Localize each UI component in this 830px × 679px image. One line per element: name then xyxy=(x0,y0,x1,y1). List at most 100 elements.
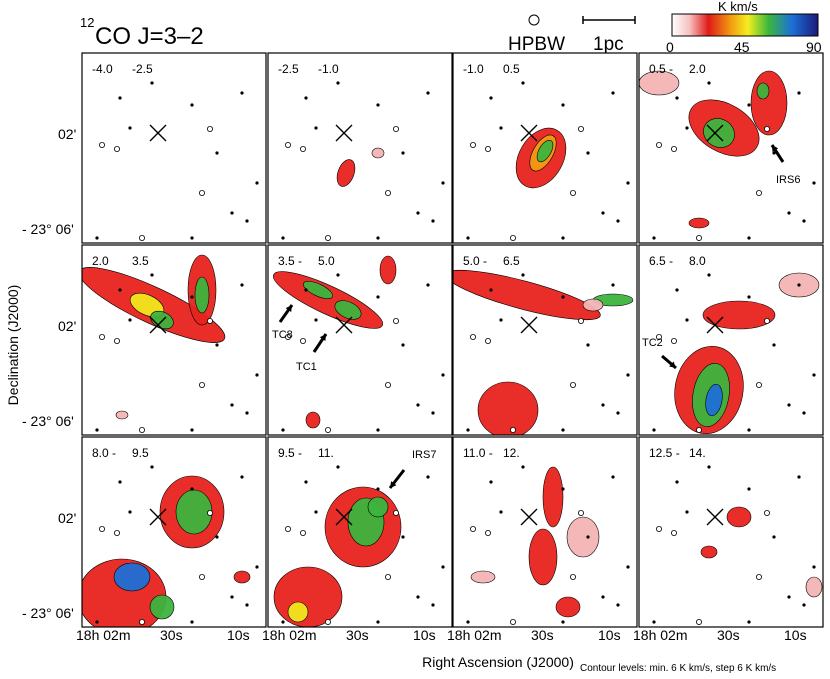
star-marker xyxy=(245,219,249,223)
star-marker xyxy=(426,91,430,95)
star-marker xyxy=(561,236,565,240)
emission-blob xyxy=(305,411,321,429)
star-marker xyxy=(489,480,493,484)
star-marker xyxy=(215,343,219,347)
star-marker xyxy=(747,236,751,240)
cross-marker xyxy=(706,124,724,142)
panel-velocity-end: -2.5 xyxy=(132,62,153,76)
channel-panel-6: 5.0 - 6.5 xyxy=(452,244,638,436)
source-circle xyxy=(207,510,214,517)
star-marker xyxy=(499,318,503,322)
star-marker xyxy=(772,151,776,155)
cross-marker xyxy=(520,316,538,334)
emission-blob xyxy=(566,516,600,558)
source-circle xyxy=(671,146,678,153)
star-marker xyxy=(230,595,234,599)
tc2-label: TC2 xyxy=(642,337,663,349)
emission-blob xyxy=(805,576,823,598)
cross-marker xyxy=(335,124,353,142)
emission-blob xyxy=(639,70,680,96)
cross-marker xyxy=(706,316,724,334)
star-marker xyxy=(255,181,259,185)
star-marker xyxy=(441,565,445,569)
emission-blob xyxy=(194,276,210,314)
panel-frame xyxy=(452,52,638,244)
star-marker xyxy=(431,603,435,607)
source-circle xyxy=(696,618,703,625)
cross-marker xyxy=(149,508,167,526)
panel-velocity-end: 9.5 xyxy=(132,446,149,460)
star-marker xyxy=(489,288,493,292)
beam-label: HPBW xyxy=(508,34,565,55)
star-marker xyxy=(190,428,194,432)
source-circle xyxy=(98,334,105,341)
emission-blob xyxy=(536,139,554,163)
panel-velocity-end: 5.0 xyxy=(318,254,335,268)
source-circle xyxy=(671,530,678,537)
star-marker xyxy=(466,428,470,432)
panel-velocity-start: 11.0 - xyxy=(463,446,493,460)
star-marker xyxy=(611,283,615,287)
emission-blob xyxy=(555,596,581,618)
title-main: CO J=3–2 xyxy=(95,23,204,50)
irs6-label: IRS6 xyxy=(776,174,800,186)
star-marker xyxy=(747,620,751,624)
star-marker xyxy=(304,480,308,484)
star-marker xyxy=(601,211,605,215)
emission-blob xyxy=(302,281,334,299)
star-marker xyxy=(707,465,711,469)
source-circle xyxy=(469,334,476,341)
source-circle xyxy=(578,510,585,517)
source-circle xyxy=(510,618,517,625)
star-marker xyxy=(787,403,791,407)
star-marker xyxy=(797,283,801,287)
y-axis-label: Declination (J2000) xyxy=(5,285,21,406)
panel-velocity-end: 3.5 xyxy=(132,254,149,268)
star-marker xyxy=(336,273,340,277)
xtick-col1-30s: 30s xyxy=(346,627,369,643)
star-marker xyxy=(772,343,776,347)
emission-blob xyxy=(700,545,718,559)
star-marker xyxy=(190,487,194,491)
panel-velocity-start: 3.5 - xyxy=(278,254,302,268)
panel-velocity-start: -1.0 xyxy=(463,62,484,76)
panel-grid: -4.0 -2.5 -2.5 -1.0 -1.0 0.5 0.5 - 2.0 2.0 3.5 3.5… xyxy=(81,52,824,628)
emission-blob xyxy=(470,570,496,584)
emission-blob xyxy=(542,466,564,528)
emission-blob xyxy=(233,570,251,584)
xtick-col1-10s: 10s xyxy=(413,627,436,643)
star-marker xyxy=(376,295,380,299)
star-marker xyxy=(586,343,590,347)
channel-panel-0: -4.0 -2.5 xyxy=(81,52,267,244)
star-marker xyxy=(466,236,470,240)
source-circle xyxy=(98,526,105,533)
xtick-col3-10s: 10s xyxy=(784,627,807,643)
figure-title: 12 CO J=3–2 xyxy=(80,15,204,50)
star-marker xyxy=(601,595,605,599)
tc1-label: TC1 xyxy=(296,361,317,373)
cross-marker xyxy=(706,508,724,526)
channel-panel-4: 2.0 3.5 xyxy=(81,244,267,436)
ytick-row3-02: 02' xyxy=(58,510,76,526)
star-marker xyxy=(240,283,244,287)
xtick-col2-10s: 10s xyxy=(598,627,621,643)
star-marker xyxy=(281,428,285,432)
star-marker xyxy=(215,535,219,539)
star-marker xyxy=(499,126,503,130)
star-marker xyxy=(616,411,620,415)
star-marker xyxy=(685,510,689,514)
ytick-row3-06: - 23° 06' xyxy=(22,605,74,621)
star-marker xyxy=(685,318,689,322)
star-marker xyxy=(652,428,656,432)
source-circle xyxy=(393,318,400,325)
source-circle xyxy=(199,189,206,196)
star-marker xyxy=(747,103,751,107)
star-marker xyxy=(336,465,340,469)
source-circle xyxy=(393,126,400,133)
beam-circle xyxy=(528,14,540,26)
star-marker xyxy=(431,411,435,415)
emission-blob xyxy=(150,310,174,330)
source-circle xyxy=(655,526,662,533)
star-marker xyxy=(652,620,656,624)
